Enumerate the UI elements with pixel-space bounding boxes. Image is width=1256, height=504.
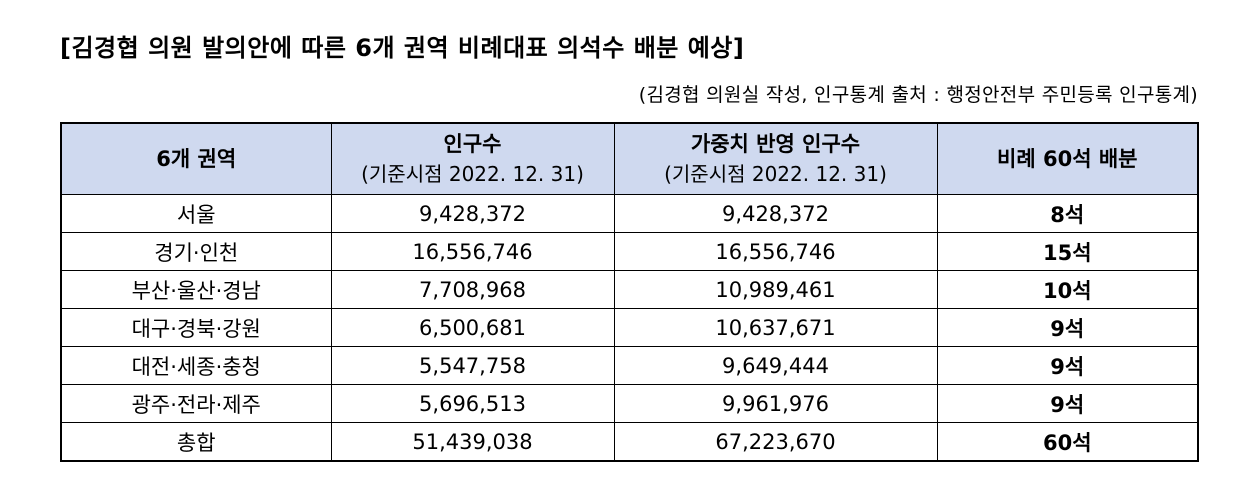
cell-seats: 9석	[936, 346, 1199, 385]
cell-weighted: 9,428,372	[613, 194, 938, 233]
cell-seats: 10석	[936, 270, 1199, 309]
header-population-sub: (기준시점 2022. 12. 31)	[361, 162, 584, 186]
cell-population: 6,500,681	[330, 308, 615, 347]
cell-seats: 60석	[936, 422, 1199, 462]
page-title: [김경협 의원 발의안에 따른 6개 권역 비례대표 의석수 배분 예상]	[60, 34, 745, 62]
cell-seats: 8석	[936, 194, 1199, 233]
cell-region: 대전·세종·충청	[60, 346, 332, 385]
cell-seats: 9석	[936, 384, 1199, 423]
cell-region: 총합	[60, 422, 332, 462]
header-seats: 비례 60석 배분	[936, 122, 1199, 195]
cell-population: 9,428,372	[330, 194, 615, 233]
source-note: (김경협 의원실 작성, 인구통계 출처 : 행정안전부 주민등록 인구통계)	[638, 84, 1198, 106]
cell-population: 51,439,038	[330, 422, 615, 462]
header-weighted-population: 가중치 반영 인구수 (기준시점 2022. 12. 31)	[613, 122, 938, 195]
cell-weighted: 9,961,976	[613, 384, 938, 423]
cell-seats: 15석	[936, 232, 1199, 271]
header-region: 6개 권역	[60, 122, 332, 195]
cell-weighted: 67,223,670	[613, 422, 938, 462]
cell-weighted: 10,989,461	[613, 270, 938, 309]
cell-population: 5,696,513	[330, 384, 615, 423]
table-row: 부산·울산·경남 7,708,968 10,989,461 10석	[60, 270, 1199, 309]
table-row: 경기·인천 16,556,746 16,556,746 15석	[60, 232, 1199, 271]
cell-population: 5,547,758	[330, 346, 615, 385]
header-population: 인구수 (기준시점 2022. 12. 31)	[330, 122, 615, 195]
cell-weighted: 16,556,746	[613, 232, 938, 271]
table-row-total: 총합 51,439,038 67,223,670 60석	[60, 422, 1199, 462]
table-row: 광주·전라·제주 5,696,513 9,961,976 9석	[60, 384, 1199, 423]
cell-region: 대구·경북·강원	[60, 308, 332, 347]
cell-region: 경기·인천	[60, 232, 332, 271]
seat-allocation-table: 6개 권역 인구수 (기준시점 2022. 12. 31) 가중치 반영 인구수…	[60, 122, 1199, 462]
cell-weighted: 10,637,671	[613, 308, 938, 347]
cell-region: 서울	[60, 194, 332, 233]
table-row: 대전·세종·충청 5,547,758 9,649,444 9석	[60, 346, 1199, 385]
table-row: 대구·경북·강원 6,500,681 10,637,671 9석	[60, 308, 1199, 347]
cell-weighted: 9,649,444	[613, 346, 938, 385]
header-weighted-sub: (기준시점 2022. 12. 31)	[664, 162, 887, 186]
cell-population: 7,708,968	[330, 270, 615, 309]
cell-region: 부산·울산·경남	[60, 270, 332, 309]
table-header-row: 6개 권역 인구수 (기준시점 2022. 12. 31) 가중치 반영 인구수…	[60, 122, 1199, 195]
cell-region: 광주·전라·제주	[60, 384, 332, 423]
cell-population: 16,556,746	[330, 232, 615, 271]
cell-seats: 9석	[936, 308, 1199, 347]
table-row: 서울 9,428,372 9,428,372 8석	[60, 194, 1199, 233]
